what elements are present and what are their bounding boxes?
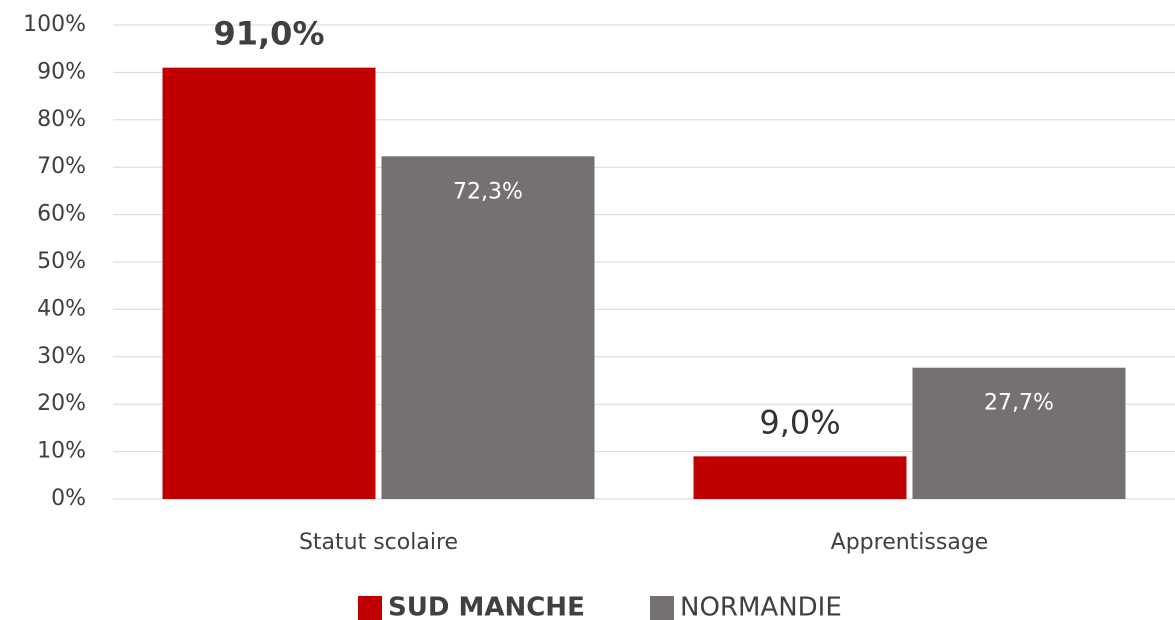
x-tick-label: Statut scolaire xyxy=(299,530,458,555)
y-tick-label: 60% xyxy=(37,202,86,227)
data-label: 9,0% xyxy=(759,403,840,441)
bar xyxy=(912,367,1126,499)
y-tick-label: 0% xyxy=(51,486,86,511)
y-tick-label: 30% xyxy=(37,344,86,369)
y-tick-label: 20% xyxy=(37,391,86,416)
data-label: 27,7% xyxy=(984,391,1054,416)
y-tick-label: 90% xyxy=(37,59,86,84)
data-label: 91,0% xyxy=(213,15,324,53)
legend-label: NORMANDIE xyxy=(680,593,842,620)
legend-label: SUD MANCHE xyxy=(388,593,585,620)
legend-swatch xyxy=(650,596,674,620)
bar xyxy=(381,156,595,499)
legend-swatch xyxy=(358,596,382,620)
bar xyxy=(693,456,907,499)
x-tick-label: Apprentissage xyxy=(831,530,989,555)
y-tick-label: 10% xyxy=(37,439,86,464)
bar xyxy=(162,67,376,499)
y-tick-label: 70% xyxy=(37,154,86,179)
y-tick-label: 50% xyxy=(37,249,86,274)
data-label: 72,3% xyxy=(453,179,523,204)
y-tick-label: 40% xyxy=(37,296,86,321)
y-tick-label: 80% xyxy=(37,107,86,132)
y-tick-label: 100% xyxy=(23,12,86,37)
